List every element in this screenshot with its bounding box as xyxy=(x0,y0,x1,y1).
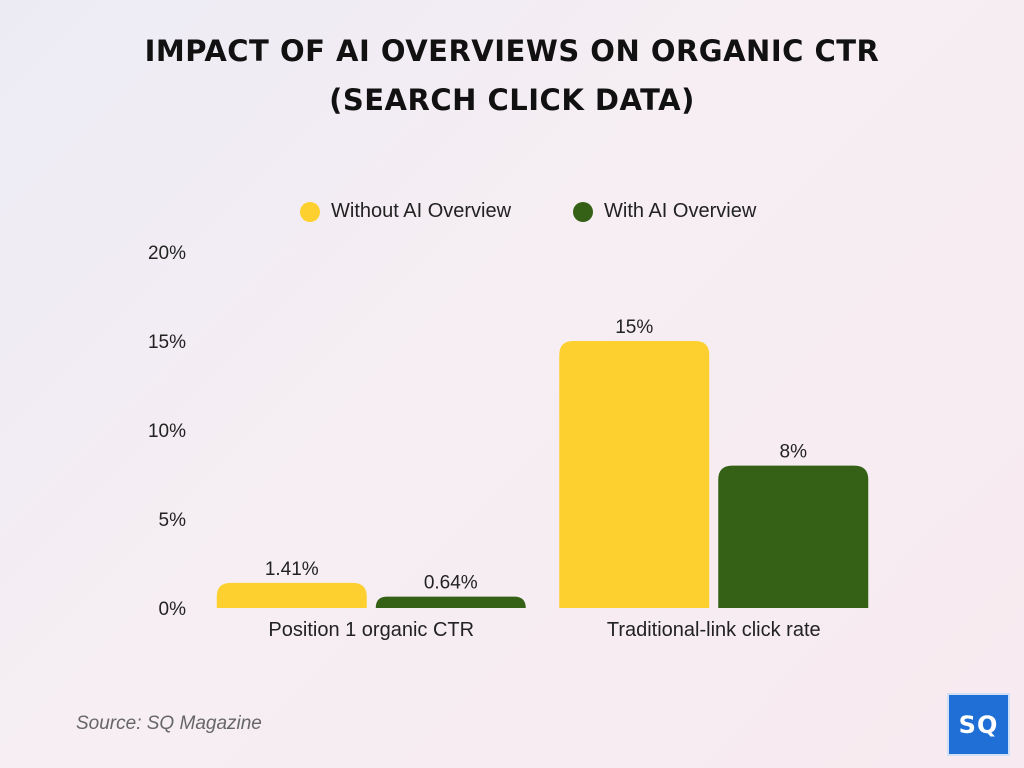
data-label: 8% xyxy=(780,442,808,463)
bar-without-1 xyxy=(559,341,710,608)
bar-with-1 xyxy=(718,465,869,608)
bar-with-0 xyxy=(375,596,526,608)
source-note: Source: SQ Magazine xyxy=(76,713,262,734)
data-label: 0.64% xyxy=(424,573,478,594)
sq-logo: SQ xyxy=(947,693,1010,756)
chart-title-line-2: (SEARCH CLICK DATA) xyxy=(329,83,695,117)
chart-title-line-1: IMPACT OF AI OVERVIEWS ON ORGANIC CTR xyxy=(144,34,880,68)
x-tick-label: Traditional-link click rate xyxy=(607,619,821,641)
y-tick-label: 10% xyxy=(148,421,186,442)
y-tick-label: 20% xyxy=(148,243,186,264)
legend-swatch-with xyxy=(573,201,593,222)
bar-without-0 xyxy=(216,582,367,608)
y-tick-label: 5% xyxy=(159,510,187,531)
legend-label-without: Without AI Overview xyxy=(331,200,512,222)
data-label: 15% xyxy=(615,317,653,338)
legend-label-with: With AI Overview xyxy=(604,200,757,222)
y-tick-label: 0% xyxy=(159,599,187,620)
legend: Without AI Overview With AI Overview xyxy=(0,200,1024,228)
legend-swatch-without xyxy=(300,201,320,222)
legend-item-with: With AI Overview xyxy=(573,200,756,223)
legend-item-without: Without AI Overview xyxy=(300,200,511,223)
y-tick-label: 15% xyxy=(148,332,186,353)
data-label: 1.41% xyxy=(265,559,319,580)
x-tick-label: Position 1 organic CTR xyxy=(268,619,474,641)
